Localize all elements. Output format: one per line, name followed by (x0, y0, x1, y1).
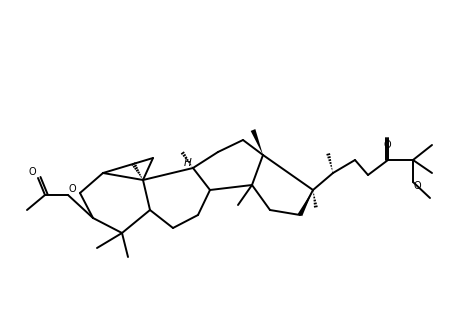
Text: O: O (28, 167, 36, 177)
Text: O: O (382, 140, 390, 150)
Polygon shape (297, 190, 312, 216)
Text: H: H (184, 158, 191, 168)
Text: O: O (413, 181, 421, 191)
Polygon shape (250, 129, 262, 155)
Text: O: O (69, 184, 77, 194)
